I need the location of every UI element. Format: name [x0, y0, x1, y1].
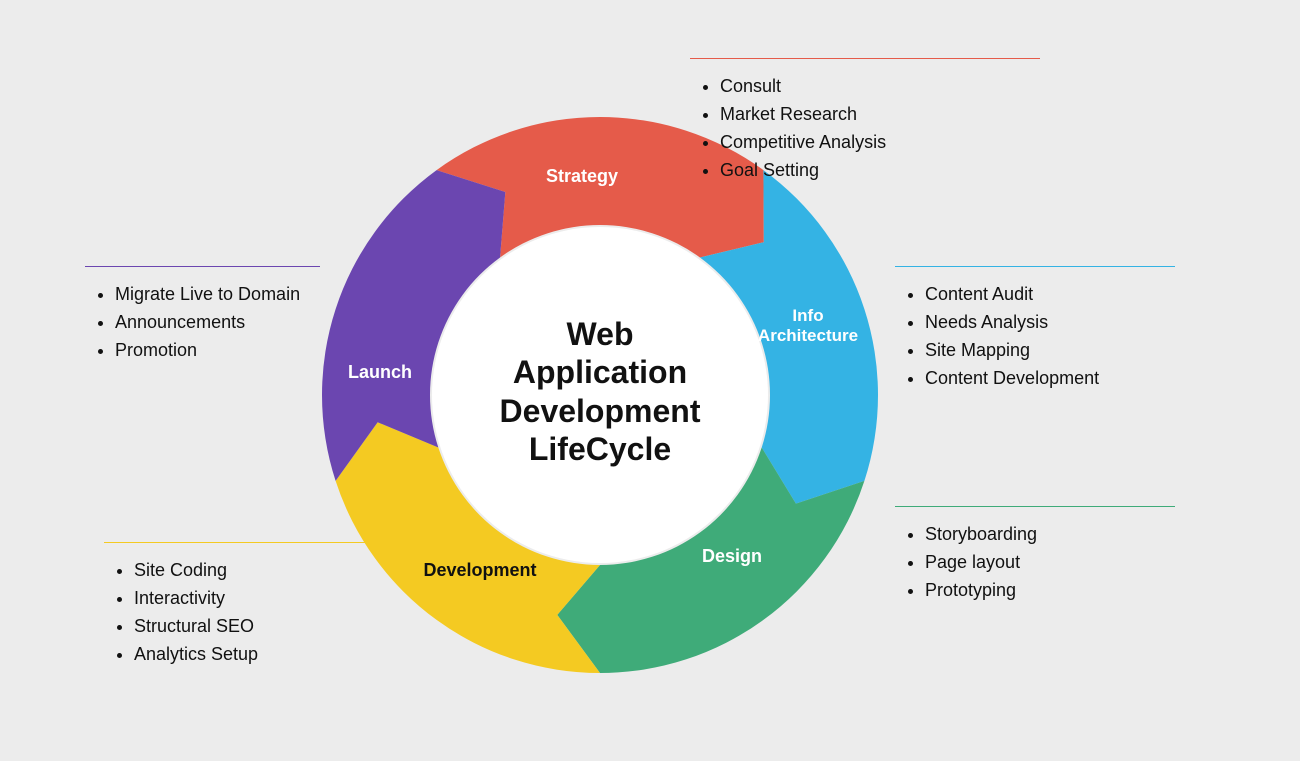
callout-rule — [104, 542, 384, 543]
callout-item: Announcements — [115, 309, 320, 337]
callout-item: Prototyping — [925, 577, 1175, 605]
callout-list: ConsultMarket ResearchCompetitive Analys… — [690, 73, 1040, 185]
callout-list: StoryboardingPage layoutPrototyping — [895, 521, 1175, 605]
callout-item: Structural SEO — [134, 613, 384, 641]
callout-item: Content Development — [925, 365, 1175, 393]
callout-item: Consult — [720, 73, 1040, 101]
callout-rule — [895, 506, 1175, 507]
callout-item: Needs Analysis — [925, 309, 1175, 337]
center-title-line: Application — [430, 353, 770, 391]
center-title: WebApplicationDevelopmentLifeCycle — [430, 315, 770, 469]
center-title-line: Web — [430, 315, 770, 353]
callout-item: Interactivity — [134, 585, 384, 613]
lifecycle-diagram: WebApplicationDevelopmentLifeCycle Strat… — [0, 0, 1300, 761]
callout-rule — [690, 58, 1040, 59]
callout-item: Storyboarding — [925, 521, 1175, 549]
callout-item: Market Research — [720, 101, 1040, 129]
callout-item: Site Mapping — [925, 337, 1175, 365]
callout-item: Competitive Analysis — [720, 129, 1040, 157]
callout-list: Content AuditNeeds AnalysisSite MappingC… — [895, 281, 1175, 393]
callout-list: Site CodingInteractivityStructural SEOAn… — [104, 557, 384, 669]
callout-rule — [895, 266, 1175, 267]
callout-item: Migrate Live to Domain — [115, 281, 320, 309]
callout-item: Analytics Setup — [134, 641, 384, 669]
center-title-line: Development — [430, 392, 770, 430]
callout-launch: Migrate Live to DomainAnnouncementsPromo… — [85, 266, 320, 365]
callout-item: Page layout — [925, 549, 1175, 577]
callout-item: Goal Setting — [720, 157, 1040, 185]
callout-development: Site CodingInteractivityStructural SEOAn… — [104, 542, 384, 669]
callout-info-architecture: Content AuditNeeds AnalysisSite MappingC… — [895, 266, 1175, 393]
callout-item: Promotion — [115, 337, 320, 365]
callout-list: Migrate Live to DomainAnnouncementsPromo… — [85, 281, 320, 365]
callout-item: Content Audit — [925, 281, 1175, 309]
callout-strategy: ConsultMarket ResearchCompetitive Analys… — [690, 58, 1040, 185]
callout-design: StoryboardingPage layoutPrototyping — [895, 506, 1175, 605]
callout-item: Site Coding — [134, 557, 384, 585]
center-title-line: LifeCycle — [430, 430, 770, 468]
callout-rule — [85, 266, 320, 267]
